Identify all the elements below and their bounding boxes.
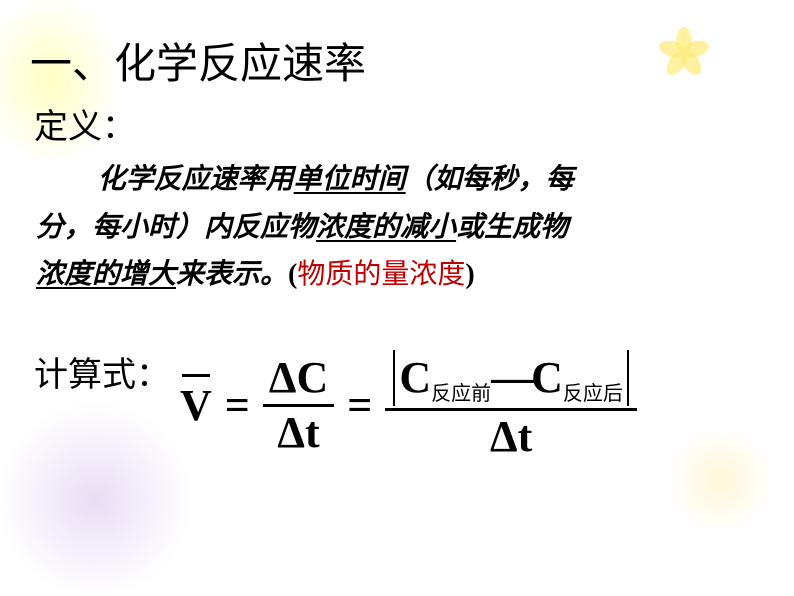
equals-1: = (223, 381, 252, 430)
delta: Δ (269, 353, 297, 402)
fraction-1: ΔC Δt (263, 354, 334, 458)
def-text: ） (176, 212, 204, 243)
section-title: 一、化学反应速率 (30, 30, 754, 91)
def-underline-1: 单位时间 (294, 164, 406, 195)
var-c: C (531, 353, 563, 402)
definition-label: 定义： (30, 99, 754, 148)
var-c: C (296, 353, 328, 402)
def-text: （ (406, 164, 434, 195)
def-text: 内反应物 (204, 212, 316, 243)
def-underline-2: 浓度的减小 (316, 212, 456, 243)
delta: Δ (490, 412, 518, 461)
def-text: 或生成物 (456, 212, 568, 243)
definition-body: 化学反应速率用单位时间（如每秒，每 分，每小时）内反应物浓度的减小或生成物 浓度… (30, 156, 754, 299)
delta: Δ (277, 408, 305, 457)
fraction-2: C反应前—C反应后 Δt (385, 350, 637, 461)
def-text: 分，每小时 (36, 212, 176, 243)
formula: V = ΔC Δt = C反应前—C反应后 Δt (180, 350, 730, 490)
v-bar: V (180, 380, 212, 431)
var-c: C (399, 353, 431, 402)
abs-bars: C反应前—C反应后 (393, 350, 629, 406)
slide-content: 一、化学反应速率 定义： 化学反应速率用单位时间（如每秒，每 分，每小时）内反应… (0, 0, 794, 396)
def-text: 化学反应速率用 (98, 164, 294, 195)
lhs-v: V (180, 381, 212, 430)
equals-2: = (345, 381, 374, 430)
var-t: t (518, 412, 533, 461)
def-text: 来表示。 (176, 259, 288, 290)
note-paren: ( (288, 259, 297, 290)
note-red: 物质的量浓度 (297, 259, 465, 290)
def-underline-3: 浓度的增大 (36, 259, 176, 290)
def-text: 如每秒，每 (434, 164, 574, 195)
subscript-after: 反应后 (563, 383, 623, 405)
note-paren: ) (465, 259, 474, 290)
minus: — (491, 353, 531, 402)
var-t: t (305, 408, 320, 457)
subscript-before: 反应前 (431, 383, 491, 405)
